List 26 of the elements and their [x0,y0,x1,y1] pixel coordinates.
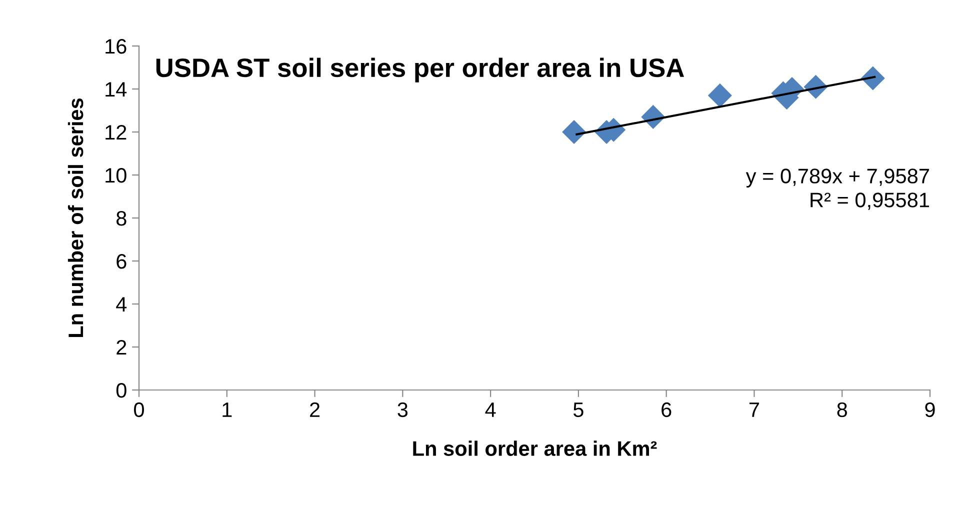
annotation: y = 0,789x + 7,9587 R² = 0,95581 [746,168,929,210]
x-tick-label: 2 [310,402,320,417]
y-tick-label: 12 [106,125,126,140]
x-tick-label: 6 [662,402,672,418]
x-tick-label: 0 [134,402,144,418]
x-tick-label: 9 [925,402,935,418]
y-tick-label: 8 [116,211,126,226]
point [562,120,586,144]
y-tick-label: 16 [106,39,126,54]
y-tick-label: 10 [106,168,126,183]
y-tick-label: 6 [116,254,126,269]
x-tick-label: 1 [222,402,232,417]
x-tick-label: 5 [573,402,584,418]
chart-title: USDA ST soil series per order area in USA [156,58,684,82]
point [708,83,732,108]
x-tick-label: 7 [749,402,759,417]
x-tick-label: 4 [485,402,496,417]
point [860,66,885,90]
x-axis-title: Ln soil order area in Km² [413,440,657,456]
y-tick-label: 2 [116,340,126,355]
y-tick-label: 14 [106,82,127,97]
x-tick-label: 8 [837,402,847,418]
y-tick-label: 0 [116,383,126,398]
x-tick-label: 3 [398,402,408,418]
y-axis-title: Ln number of soil series [68,98,84,337]
y-tick-label: 4 [116,297,127,312]
